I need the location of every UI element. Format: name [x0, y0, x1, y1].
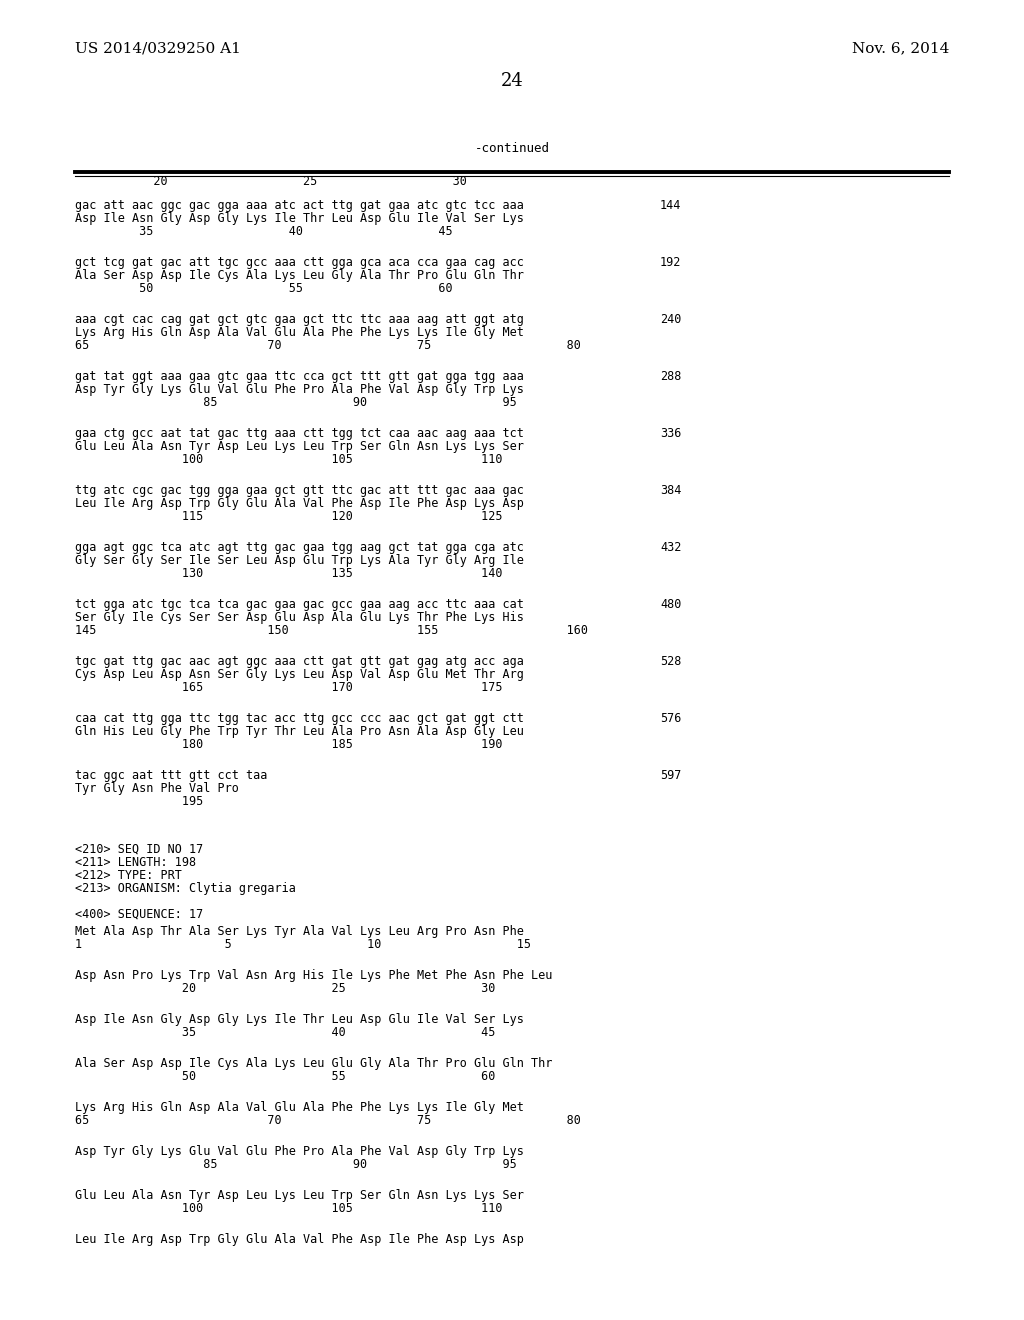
Text: 288: 288 [660, 370, 681, 383]
Text: 165                  170                  175: 165 170 175 [75, 681, 503, 694]
Text: caa cat ttg gga ttc tgg tac acc ttg gcc ccc aac gct gat ggt ctt: caa cat ttg gga ttc tgg tac acc ttg gcc … [75, 711, 524, 725]
Text: 144: 144 [660, 199, 681, 213]
Text: gac att aac ggc gac gga aaa atc act ttg gat gaa atc gtc tcc aaa: gac att aac ggc gac gga aaa atc act ttg … [75, 199, 524, 213]
Text: aaa cgt cac cag gat gct gtc gaa gct ttc ttc aaa aag att ggt atg: aaa cgt cac cag gat gct gtc gaa gct ttc … [75, 313, 524, 326]
Text: Glu Leu Ala Asn Tyr Asp Leu Lys Leu Trp Ser Gln Asn Lys Lys Ser: Glu Leu Ala Asn Tyr Asp Leu Lys Leu Trp … [75, 1189, 524, 1203]
Text: <212> TYPE: PRT: <212> TYPE: PRT [75, 869, 182, 882]
Text: Gly Ser Gly Ser Ile Ser Leu Asp Glu Trp Lys Ala Tyr Gly Arg Ile: Gly Ser Gly Ser Ile Ser Leu Asp Glu Trp … [75, 554, 524, 568]
Text: 195: 195 [75, 795, 203, 808]
Text: Asp Tyr Gly Lys Glu Val Glu Phe Pro Ala Phe Val Asp Gly Trp Lys: Asp Tyr Gly Lys Glu Val Glu Phe Pro Ala … [75, 383, 524, 396]
Text: 130                  135                  140: 130 135 140 [75, 568, 503, 579]
Text: <211> LENGTH: 198: <211> LENGTH: 198 [75, 855, 197, 869]
Text: Lys Arg His Gln Asp Ala Val Glu Ala Phe Phe Lys Lys Ile Gly Met: Lys Arg His Gln Asp Ala Val Glu Ala Phe … [75, 326, 524, 339]
Text: tac ggc aat ttt gtt cct taa: tac ggc aat ttt gtt cct taa [75, 770, 267, 781]
Text: Glu Leu Ala Asn Tyr Asp Leu Lys Leu Trp Ser Gln Asn Lys Lys Ser: Glu Leu Ala Asn Tyr Asp Leu Lys Leu Trp … [75, 440, 524, 453]
Text: 20                   25                   30: 20 25 30 [75, 176, 467, 187]
Text: 1                    5                   10                   15: 1 5 10 15 [75, 939, 531, 950]
Text: Nov. 6, 2014: Nov. 6, 2014 [852, 41, 949, 55]
Text: 85                   90                   95: 85 90 95 [75, 396, 517, 409]
Text: gat tat ggt aaa gaa gtc gaa ttc cca gct ttt gtt gat gga tgg aaa: gat tat ggt aaa gaa gtc gaa ttc cca gct … [75, 370, 524, 383]
Text: Asp Ile Asn Gly Asp Gly Lys Ile Thr Leu Asp Glu Ile Val Ser Lys: Asp Ile Asn Gly Asp Gly Lys Ile Thr Leu … [75, 213, 524, 224]
Text: Ala Ser Asp Asp Ile Cys Ala Lys Leu Glu Gly Ala Thr Pro Glu Gln Thr: Ala Ser Asp Asp Ile Cys Ala Lys Leu Glu … [75, 1057, 552, 1071]
Text: 115                  120                  125: 115 120 125 [75, 510, 503, 523]
Text: 528: 528 [660, 655, 681, 668]
Text: Tyr Gly Asn Phe Val Pro: Tyr Gly Asn Phe Val Pro [75, 781, 239, 795]
Text: <213> ORGANISM: Clytia gregaria: <213> ORGANISM: Clytia gregaria [75, 882, 296, 895]
Text: 65                         70                   75                   80: 65 70 75 80 [75, 1114, 581, 1127]
Text: 100                  105                  110: 100 105 110 [75, 453, 503, 466]
Text: 65                         70                   75                   80: 65 70 75 80 [75, 339, 581, 352]
Text: US 2014/0329250 A1: US 2014/0329250 A1 [75, 41, 241, 55]
Text: Gln His Leu Gly Phe Trp Tyr Thr Leu Ala Pro Asn Ala Asp Gly Leu: Gln His Leu Gly Phe Trp Tyr Thr Leu Ala … [75, 725, 524, 738]
Text: gct tcg gat gac att tgc gcc aaa ctt gga gca aca cca gaa cag acc: gct tcg gat gac att tgc gcc aaa ctt gga … [75, 256, 524, 269]
Text: 480: 480 [660, 598, 681, 611]
Text: Met Ala Asp Thr Ala Ser Lys Tyr Ala Val Lys Leu Arg Pro Asn Phe: Met Ala Asp Thr Ala Ser Lys Tyr Ala Val … [75, 925, 524, 939]
Text: Cys Asp Leu Asp Asn Ser Gly Lys Leu Asp Val Asp Glu Met Thr Arg: Cys Asp Leu Asp Asn Ser Gly Lys Leu Asp … [75, 668, 524, 681]
Text: tct gga atc tgc tca tca gac gaa gac gcc gaa aag acc ttc aaa cat: tct gga atc tgc tca tca gac gaa gac gcc … [75, 598, 524, 611]
Text: Asp Tyr Gly Lys Glu Val Glu Phe Pro Ala Phe Val Asp Gly Trp Lys: Asp Tyr Gly Lys Glu Val Glu Phe Pro Ala … [75, 1144, 524, 1158]
Text: <210> SEQ ID NO 17: <210> SEQ ID NO 17 [75, 843, 203, 855]
Text: gga agt ggc tca atc agt ttg gac gaa tgg aag gct tat gga cga atc: gga agt ggc tca atc agt ttg gac gaa tgg … [75, 541, 524, 554]
Text: ttg atc cgc gac tgg gga gaa gct gtt ttc gac att ttt gac aaa gac: ttg atc cgc gac tgg gga gaa gct gtt ttc … [75, 484, 524, 498]
Text: 336: 336 [660, 426, 681, 440]
Text: 50                   55                   60: 50 55 60 [75, 282, 453, 294]
Text: Asp Ile Asn Gly Asp Gly Lys Ile Thr Leu Asp Glu Ile Val Ser Lys: Asp Ile Asn Gly Asp Gly Lys Ile Thr Leu … [75, 1012, 524, 1026]
Text: Leu Ile Arg Asp Trp Gly Glu Ala Val Phe Asp Ile Phe Asp Lys Asp: Leu Ile Arg Asp Trp Gly Glu Ala Val Phe … [75, 498, 524, 510]
Text: gaa ctg gcc aat tat gac ttg aaa ctt tgg tct caa aac aag aaa tct: gaa ctg gcc aat tat gac ttg aaa ctt tgg … [75, 426, 524, 440]
Text: 145                        150                  155                  160: 145 150 155 160 [75, 624, 588, 638]
Text: tgc gat ttg gac aac agt ggc aaa ctt gat gtt gat gag atg acc aga: tgc gat ttg gac aac agt ggc aaa ctt gat … [75, 655, 524, 668]
Text: 240: 240 [660, 313, 681, 326]
Text: -continued: -continued [474, 143, 550, 154]
Text: 180                  185                  190: 180 185 190 [75, 738, 503, 751]
Text: Asp Asn Pro Lys Trp Val Asn Arg His Ile Lys Phe Met Phe Asn Phe Leu: Asp Asn Pro Lys Trp Val Asn Arg His Ile … [75, 969, 552, 982]
Text: Ser Gly Ile Cys Ser Ser Asp Glu Asp Ala Glu Lys Thr Phe Lys His: Ser Gly Ile Cys Ser Ser Asp Glu Asp Ala … [75, 611, 524, 624]
Text: 384: 384 [660, 484, 681, 498]
Text: 24: 24 [501, 73, 523, 90]
Text: 576: 576 [660, 711, 681, 725]
Text: <400> SEQUENCE: 17: <400> SEQUENCE: 17 [75, 908, 203, 921]
Text: 35                   40                   45: 35 40 45 [75, 1026, 496, 1039]
Text: 20                   25                   30: 20 25 30 [75, 982, 496, 995]
Text: 85                   90                   95: 85 90 95 [75, 1158, 517, 1171]
Text: 35                   40                   45: 35 40 45 [75, 224, 453, 238]
Text: Leu Ile Arg Asp Trp Gly Glu Ala Val Phe Asp Ile Phe Asp Lys Asp: Leu Ile Arg Asp Trp Gly Glu Ala Val Phe … [75, 1233, 524, 1246]
Text: 50                   55                   60: 50 55 60 [75, 1071, 496, 1082]
Text: Ala Ser Asp Asp Ile Cys Ala Lys Leu Gly Ala Thr Pro Glu Gln Thr: Ala Ser Asp Asp Ile Cys Ala Lys Leu Gly … [75, 269, 524, 282]
Text: 597: 597 [660, 770, 681, 781]
Text: 192: 192 [660, 256, 681, 269]
Text: 432: 432 [660, 541, 681, 554]
Text: Lys Arg His Gln Asp Ala Val Glu Ala Phe Phe Lys Lys Ile Gly Met: Lys Arg His Gln Asp Ala Val Glu Ala Phe … [75, 1101, 524, 1114]
Text: 100                  105                  110: 100 105 110 [75, 1203, 503, 1214]
